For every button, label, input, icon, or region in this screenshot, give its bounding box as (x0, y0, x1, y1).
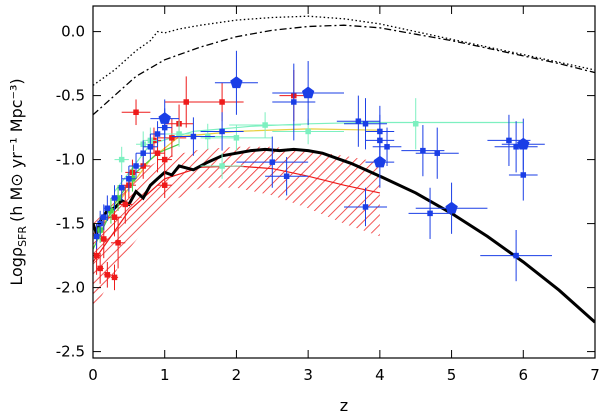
data-point-blue (415, 127, 459, 179)
data-point-blue (372, 127, 402, 166)
y-tick-label: -2.0 (56, 279, 85, 297)
x-tick-label: 3 (303, 366, 313, 384)
data-point-blue-big (272, 61, 344, 126)
data-point-blue-big (214, 50, 258, 115)
data-point-aqua (200, 125, 273, 151)
y-axis-title-prefix: Logρ (7, 247, 26, 286)
data-point-aqua (412, 98, 419, 150)
data-point-blue (110, 185, 119, 211)
y-tick-label: -2.5 (56, 343, 85, 361)
data-point-blue (136, 140, 151, 166)
data-point-aqua (114, 146, 129, 173)
data-point-blue-big (415, 182, 488, 234)
data-point-red (157, 118, 187, 158)
data-point-red (157, 172, 172, 198)
x-tick-label: 6 (519, 366, 529, 384)
data-point-blue (171, 117, 215, 156)
data-point-red (110, 264, 119, 291)
data-point-red (103, 262, 111, 288)
y-tick-label: -0.5 (56, 87, 85, 105)
data-point-blue-big (365, 136, 395, 188)
data-point-blue-big (150, 99, 180, 138)
y-tick-label: -1.0 (56, 151, 85, 169)
data-point-blue (103, 195, 111, 222)
data-point-blue (93, 223, 100, 250)
x-tick-label: 4 (375, 366, 385, 384)
data-point-aqua (200, 153, 244, 179)
data-point-blue (480, 230, 552, 282)
data-point-blue (150, 121, 165, 147)
series-dotted (93, 15, 595, 86)
data-point-aqua (229, 112, 301, 138)
y-axis-title-sub: SFR (16, 226, 29, 247)
x-tick-label: 1 (160, 366, 170, 384)
data-point-red (118, 185, 133, 224)
plot-frame (92, 5, 596, 359)
y-tick-label: 0.0 (61, 23, 85, 41)
data-point-aqua (164, 121, 194, 147)
data-point-blue (200, 112, 244, 151)
data-point-blue (121, 166, 137, 192)
x-axis-title: z (340, 396, 348, 415)
data-point-blue (494, 121, 538, 173)
y-axis-title-units: (h M⊙ yr⁻¹ Mpc⁻³) (7, 78, 26, 222)
y-tick-label: -1.5 (56, 215, 85, 233)
data-point-red (110, 217, 126, 269)
data-point-blue (265, 157, 309, 196)
data-point-blue (236, 136, 309, 188)
data-point-blue (143, 134, 158, 160)
x-tick-label: 5 (447, 366, 457, 384)
data-point-blue (128, 153, 144, 179)
data-point-red (157, 146, 172, 173)
y-axis-title: LogρSFR (h M⊙ yr⁻¹ Mpc⁻³) (7, 78, 29, 285)
data-point-blue (344, 187, 388, 227)
data-point-blue (408, 187, 452, 239)
data-point-red (121, 99, 151, 126)
data-point-red (96, 253, 104, 284)
x-tick-label: 0 (88, 366, 98, 384)
data-point-blue (336, 95, 380, 147)
x-tick-label: 2 (232, 366, 242, 384)
series-dash-dot (93, 24, 595, 116)
data-point-blue-big (501, 118, 545, 170)
x-tick-label: 7 (590, 366, 600, 384)
